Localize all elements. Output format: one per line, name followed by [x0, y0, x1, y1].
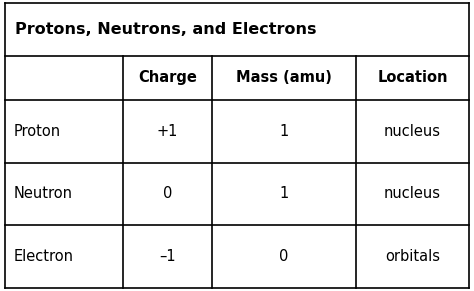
- Text: Protons, Neutrons, and Electrons: Protons, Neutrons, and Electrons: [15, 22, 317, 37]
- Text: nucleus: nucleus: [384, 187, 441, 201]
- Text: orbitals: orbitals: [385, 249, 440, 264]
- Text: 0: 0: [279, 249, 288, 264]
- Text: 1: 1: [279, 124, 288, 139]
- Text: Electron: Electron: [13, 249, 73, 264]
- Text: Mass (amu): Mass (amu): [236, 70, 332, 85]
- Text: nucleus: nucleus: [384, 124, 441, 139]
- Text: +1: +1: [157, 124, 178, 139]
- Text: Charge: Charge: [138, 70, 197, 85]
- Text: Neutron: Neutron: [13, 187, 72, 201]
- Text: Location: Location: [377, 70, 448, 85]
- Text: –1: –1: [159, 249, 176, 264]
- Text: Proton: Proton: [13, 124, 60, 139]
- Text: 0: 0: [163, 187, 172, 201]
- Text: 1: 1: [279, 187, 288, 201]
